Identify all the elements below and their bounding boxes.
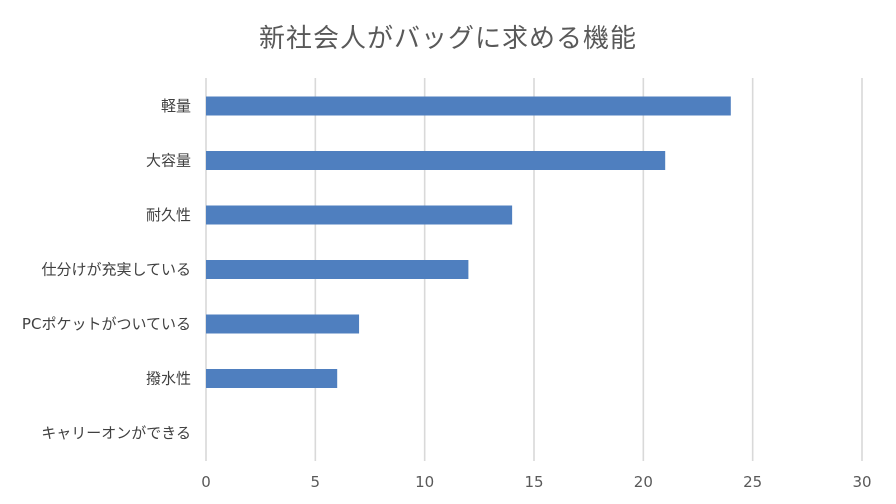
- x-tick-label: 15: [524, 473, 543, 491]
- category-label: 仕分けが充実している: [41, 261, 191, 279]
- category-label: PCポケットがついている: [22, 315, 191, 333]
- x-tick-label: 25: [743, 473, 762, 491]
- category-label: キャリーオンができる: [41, 424, 191, 442]
- bar-6: [206, 369, 338, 388]
- bar-3: [206, 205, 513, 225]
- x-tick-label: 0: [201, 473, 211, 491]
- x-tick-label: 20: [634, 473, 653, 491]
- category-label: 大容量: [146, 152, 191, 170]
- bar-2: [206, 151, 666, 170]
- bar-5: [206, 314, 360, 334]
- bar-1: [206, 96, 731, 116]
- chart-title: 新社会人がバッグに求める機能: [258, 24, 637, 54]
- category-label: 撥水性: [146, 370, 191, 388]
- x-tick-label: 5: [311, 473, 321, 491]
- x-tick-label: 30: [852, 473, 871, 491]
- category-label: 耐久性: [146, 206, 191, 224]
- category-label: 軽量: [161, 97, 191, 115]
- bar-4: [206, 260, 469, 279]
- x-tick-label: 10: [415, 473, 434, 491]
